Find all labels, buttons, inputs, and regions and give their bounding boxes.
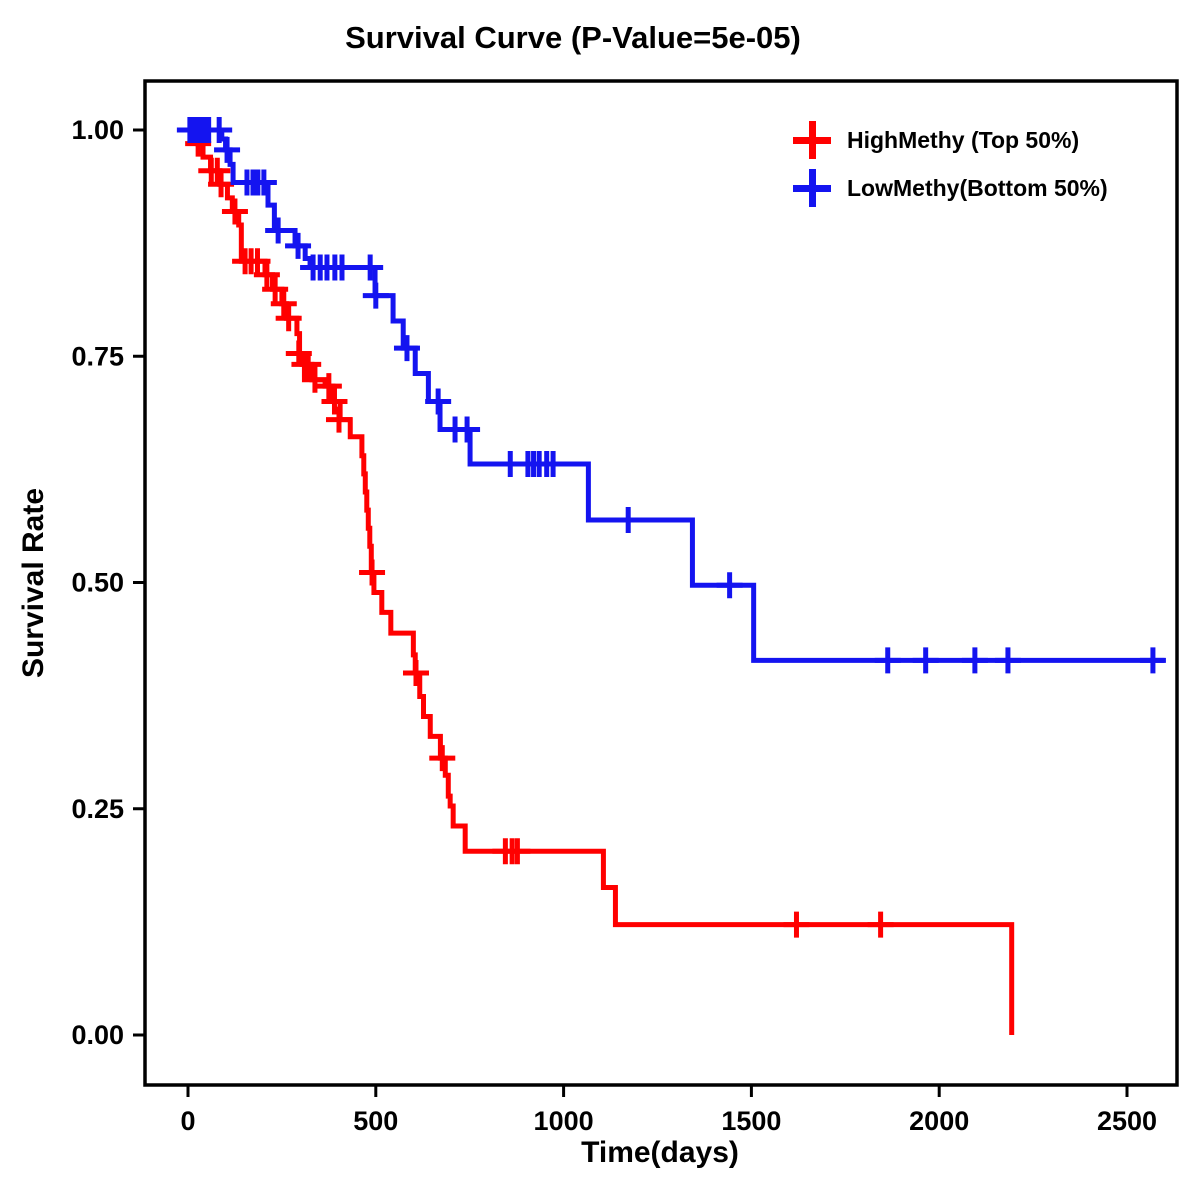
legend-item-highmethy: HighMethy (Top 50%) xyxy=(793,116,1108,164)
plus-marker-icon xyxy=(793,121,831,159)
legend-label-highmethy: HighMethy (Top 50%) xyxy=(847,126,1080,153)
x-tick-label: 0 xyxy=(180,1106,195,1136)
x-tick-label: 500 xyxy=(353,1106,398,1136)
x-axis-label: Time(days) xyxy=(581,1136,739,1169)
axis-frame xyxy=(143,79,1179,1087)
x-tick-label: 1000 xyxy=(534,1106,594,1136)
censor-marks xyxy=(176,117,1166,674)
y-tick-label: 1.00 xyxy=(71,115,124,145)
legend-label-lowmethy: LowMethy(Bottom 50%) xyxy=(847,174,1108,201)
x-tick-label: 1500 xyxy=(721,1106,781,1136)
x-tick-label: 2500 xyxy=(1097,1106,1157,1136)
legend: HighMethy (Top 50%) LowMethy(Bottom 50%) xyxy=(793,116,1108,212)
x-tick-label: 2000 xyxy=(909,1106,969,1136)
y-tick-label: 0.25 xyxy=(71,794,124,824)
survival-step-curve xyxy=(188,127,1015,1035)
y-tick-label: 0.75 xyxy=(71,341,124,371)
plus-marker-icon xyxy=(793,169,831,207)
y-tick-label: 0.00 xyxy=(71,1020,124,1050)
chart-title: Survival Curve (P-Value=5e-05) xyxy=(345,20,801,55)
legend-item-lowmethy: LowMethy(Bottom 50%) xyxy=(793,164,1108,212)
censor-marks xyxy=(185,130,894,938)
y-tick-label: 0.50 xyxy=(71,568,124,598)
y-axis-label: Survival Rate xyxy=(17,487,50,679)
